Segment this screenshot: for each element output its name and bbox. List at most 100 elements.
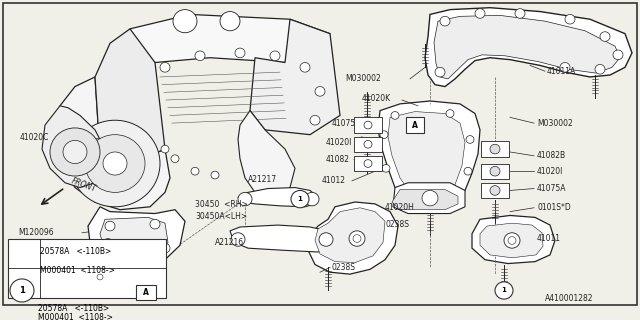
Circle shape [50, 128, 100, 176]
Circle shape [105, 221, 115, 231]
Polygon shape [434, 15, 620, 79]
Text: 1: 1 [298, 196, 303, 202]
Circle shape [440, 16, 450, 26]
Polygon shape [393, 183, 465, 213]
Text: 1: 1 [502, 287, 506, 293]
Polygon shape [354, 137, 382, 152]
Circle shape [391, 112, 399, 119]
Circle shape [600, 32, 610, 41]
Circle shape [404, 195, 412, 203]
Circle shape [103, 238, 113, 248]
Circle shape [235, 48, 245, 58]
Polygon shape [481, 164, 509, 179]
Circle shape [238, 192, 252, 206]
Text: 41082B: 41082B [537, 151, 566, 160]
Text: A21217: A21217 [248, 175, 277, 184]
Circle shape [504, 233, 520, 248]
Polygon shape [42, 106, 105, 188]
Circle shape [120, 255, 130, 265]
Polygon shape [95, 29, 165, 164]
Polygon shape [238, 188, 318, 207]
Circle shape [364, 121, 372, 129]
Circle shape [422, 190, 438, 206]
Circle shape [446, 110, 454, 117]
Circle shape [161, 145, 169, 153]
Text: M030002: M030002 [345, 74, 381, 84]
Circle shape [305, 192, 319, 206]
Circle shape [490, 144, 500, 154]
Polygon shape [481, 183, 509, 198]
Text: M120096: M120096 [18, 228, 54, 237]
Circle shape [160, 243, 170, 253]
Circle shape [364, 160, 372, 167]
Circle shape [508, 236, 516, 244]
Text: M030002: M030002 [537, 119, 573, 128]
Text: 0238S: 0238S [385, 220, 409, 228]
Circle shape [319, 233, 333, 246]
Text: 41075: 41075 [332, 119, 356, 128]
Circle shape [195, 51, 205, 60]
Circle shape [315, 87, 325, 96]
Text: 41020K: 41020K [362, 94, 391, 103]
Text: 0238S: 0238S [332, 263, 356, 272]
Circle shape [160, 62, 170, 72]
Bar [136, 285, 156, 300]
Circle shape [291, 190, 309, 208]
Polygon shape [55, 77, 170, 210]
Polygon shape [100, 217, 168, 260]
Polygon shape [354, 117, 382, 133]
Circle shape [300, 62, 310, 72]
Text: A410001282: A410001282 [545, 294, 593, 303]
Circle shape [349, 231, 365, 246]
Circle shape [191, 167, 199, 175]
Circle shape [231, 233, 245, 246]
Text: A: A [412, 121, 418, 130]
Circle shape [490, 166, 500, 176]
Circle shape [97, 274, 103, 280]
Text: FRONT: FRONT [70, 176, 97, 193]
Text: 41020C: 41020C [20, 133, 49, 142]
Circle shape [10, 279, 34, 302]
Polygon shape [230, 225, 332, 252]
Polygon shape [308, 202, 398, 274]
Text: 30450A<LH>: 30450A<LH> [195, 212, 247, 221]
Text: M000401  <1108->: M000401 <1108-> [38, 313, 113, 320]
Text: 1: 1 [19, 286, 25, 295]
Text: 20578A   <-110B>: 20578A <-110B> [40, 246, 111, 256]
Text: A21216: A21216 [215, 238, 244, 247]
Circle shape [364, 140, 372, 148]
Circle shape [560, 62, 570, 72]
Circle shape [211, 171, 219, 179]
Circle shape [595, 64, 605, 74]
Circle shape [382, 164, 390, 172]
Circle shape [565, 14, 575, 24]
Circle shape [85, 135, 145, 192]
Circle shape [270, 51, 280, 60]
Circle shape [495, 282, 513, 299]
Circle shape [103, 152, 127, 175]
Polygon shape [472, 215, 555, 264]
Circle shape [173, 10, 197, 33]
Circle shape [464, 167, 472, 175]
Polygon shape [392, 189, 458, 210]
Polygon shape [354, 156, 382, 171]
Circle shape [171, 155, 179, 163]
Polygon shape [425, 8, 632, 87]
Text: 41020I: 41020I [537, 167, 563, 176]
Circle shape [353, 235, 361, 242]
Circle shape [446, 193, 454, 201]
Text: 20578A   <-110B>: 20578A <-110B> [38, 304, 109, 313]
Circle shape [380, 131, 388, 139]
Text: 41011: 41011 [537, 234, 561, 243]
Bar [8, 238, 166, 298]
Text: A: A [143, 288, 149, 297]
Text: 41012: 41012 [322, 176, 346, 185]
Circle shape [490, 186, 500, 195]
Circle shape [93, 270, 107, 284]
Text: M000401  <1108->: M000401 <1108-> [40, 266, 115, 275]
Text: 41020I: 41020I [326, 138, 353, 147]
Text: 41011A: 41011A [547, 67, 576, 76]
Bar [406, 117, 424, 133]
Polygon shape [250, 19, 340, 135]
Text: 41082: 41082 [326, 155, 350, 164]
